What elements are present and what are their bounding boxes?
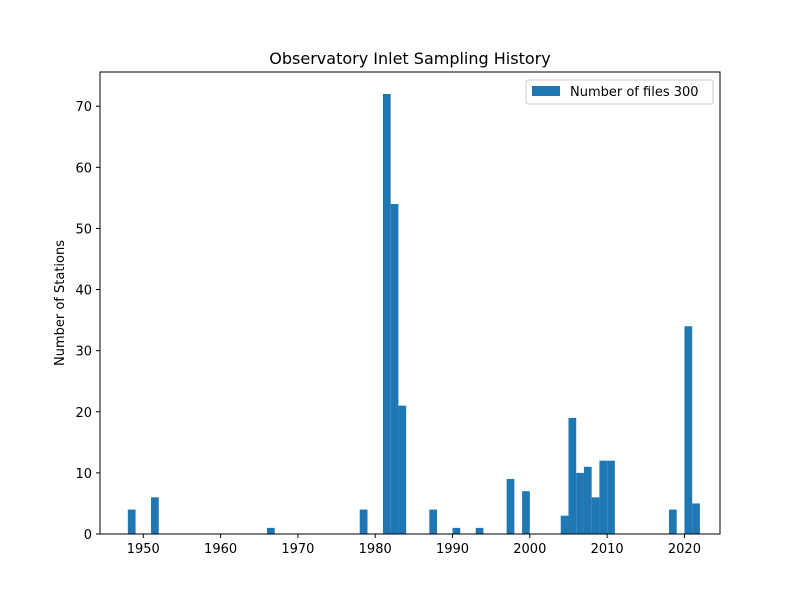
legend-label: Number of files 300 xyxy=(570,85,699,100)
y-tick-label: 0 xyxy=(84,528,92,543)
x-tick-label: 1970 xyxy=(281,542,314,557)
x-tick-label: 1980 xyxy=(359,542,392,557)
y-axis-ticks: 0 10 20 30 40 50 60 70 xyxy=(75,100,100,543)
bar-1999 xyxy=(522,491,530,534)
bar-1990 xyxy=(452,527,461,534)
bar-1948 xyxy=(127,509,136,534)
x-tick-label: 2000 xyxy=(513,542,546,557)
y-tick-label: 60 xyxy=(75,161,92,176)
x-tick-label: 1960 xyxy=(204,542,237,557)
chart-title: Observatory Inlet Sampling History xyxy=(269,49,550,68)
legend-box xyxy=(525,79,714,105)
bar-2006 xyxy=(576,472,584,534)
y-tick-label: 30 xyxy=(75,345,92,360)
x-tick-label: 2020 xyxy=(668,542,701,557)
bar-2007 xyxy=(583,466,592,534)
bar-1997 xyxy=(506,479,515,534)
legend: Number of files 300 xyxy=(525,79,714,105)
y-tick-label: 10 xyxy=(75,467,92,482)
x-tick-label: 2010 xyxy=(591,542,624,557)
bar-1993 xyxy=(475,527,484,534)
x-tick-label: 1990 xyxy=(436,542,469,557)
y-tick-label: 50 xyxy=(75,222,92,237)
x-axis-ticks: 1950 1960 1970 1980 1990 2000 2010 2020 xyxy=(127,534,701,557)
x-tick-label: 1950 xyxy=(127,542,160,557)
bar-2010 xyxy=(607,460,615,534)
y-tick-label: 70 xyxy=(75,100,92,115)
bar-2009 xyxy=(599,460,608,534)
y-axis-label: Number of Stations xyxy=(53,240,68,366)
plot-frame xyxy=(99,71,721,535)
bar-1987 xyxy=(429,509,438,534)
bar-2004 xyxy=(560,515,569,534)
bar-2021 xyxy=(692,503,700,534)
y-tick-label: 20 xyxy=(75,406,92,421)
bar-2005 xyxy=(568,417,577,534)
bar-1951 xyxy=(151,497,159,534)
bar-1983 xyxy=(398,405,407,534)
bars-group xyxy=(127,94,700,534)
bar-1966 xyxy=(266,527,275,534)
bar-2008 xyxy=(591,497,600,534)
bar-1981 xyxy=(382,94,391,534)
y-tick-label: 40 xyxy=(75,284,92,299)
legend-swatch xyxy=(532,86,560,96)
bar-2020 xyxy=(684,326,693,534)
bar-1978 xyxy=(359,509,368,534)
bar-2018 xyxy=(668,509,677,534)
bar-1982 xyxy=(390,204,399,534)
